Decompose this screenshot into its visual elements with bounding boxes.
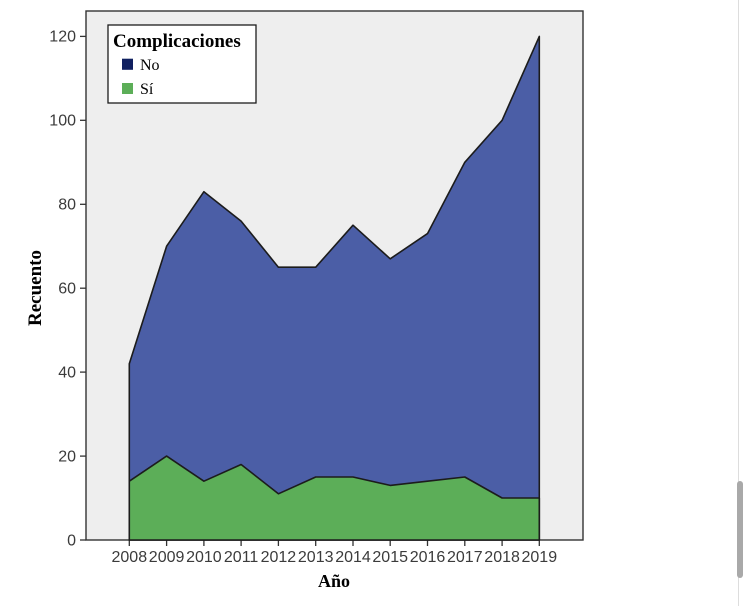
svg-text:120: 120 bbox=[49, 29, 76, 46]
svg-text:2015: 2015 bbox=[372, 549, 408, 566]
svg-text:Año: Año bbox=[318, 571, 350, 591]
svg-text:80: 80 bbox=[58, 197, 76, 214]
svg-text:Complicaciones: Complicaciones bbox=[113, 31, 241, 52]
svg-text:2011: 2011 bbox=[224, 549, 259, 566]
svg-text:No: No bbox=[140, 57, 160, 74]
svg-text:100: 100 bbox=[49, 113, 76, 130]
svg-text:2012: 2012 bbox=[261, 549, 297, 566]
svg-text:0: 0 bbox=[67, 533, 76, 550]
svg-text:2010: 2010 bbox=[186, 549, 222, 566]
svg-text:2016: 2016 bbox=[410, 549, 446, 566]
svg-text:Recuento: Recuento bbox=[25, 250, 46, 326]
svg-text:20: 20 bbox=[58, 449, 76, 466]
svg-text:2018: 2018 bbox=[484, 549, 520, 566]
svg-text:40: 40 bbox=[58, 365, 76, 382]
svg-text:60: 60 bbox=[58, 281, 76, 298]
svg-text:2009: 2009 bbox=[149, 549, 185, 566]
svg-text:2013: 2013 bbox=[298, 549, 334, 566]
svg-text:2014: 2014 bbox=[335, 549, 371, 566]
svg-text:Sí: Sí bbox=[140, 81, 154, 98]
svg-text:2019: 2019 bbox=[522, 549, 558, 566]
svg-text:2008: 2008 bbox=[112, 549, 148, 566]
svg-text:2017: 2017 bbox=[447, 549, 483, 566]
